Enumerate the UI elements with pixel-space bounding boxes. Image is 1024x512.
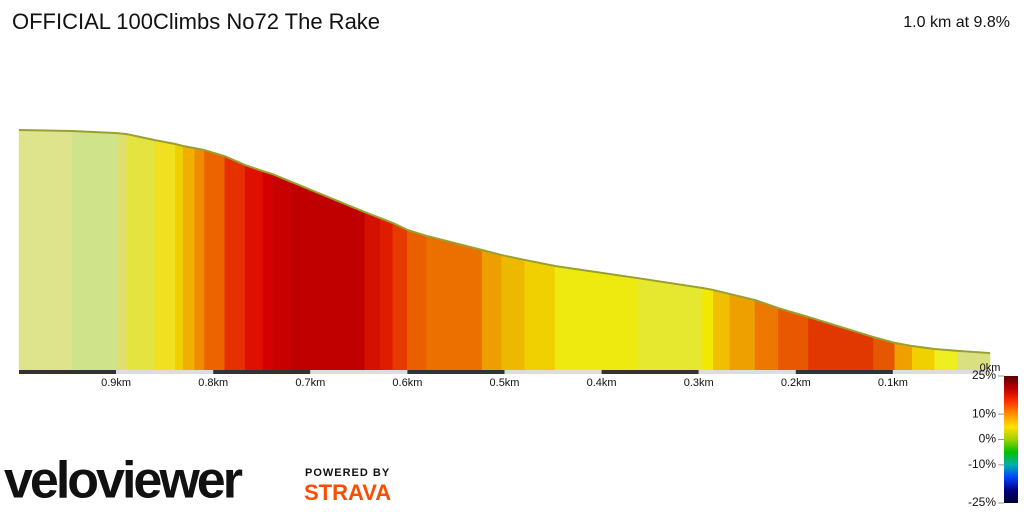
- x-tick-label: 0.4km: [587, 377, 617, 389]
- gradient-band: [729, 293, 756, 371]
- gradient-band: [426, 235, 483, 371]
- colorbar-label: 10%: [972, 406, 996, 420]
- powered-by: POWERED BY: [305, 467, 390, 479]
- x-tick-label: 0.8km: [198, 377, 228, 389]
- gradient-band: [894, 342, 913, 371]
- gradient-band: [364, 211, 381, 371]
- x-tick-label: 0.6km: [392, 377, 422, 389]
- x-tick-label: 0.7km: [295, 377, 325, 389]
- gradient-band: [194, 147, 205, 371]
- gradient-band: [501, 254, 526, 371]
- gradient-band: [524, 259, 556, 371]
- colorbar-label: -10%: [968, 457, 996, 471]
- gradient-band: [554, 265, 638, 371]
- gradient-band: [224, 155, 246, 371]
- gradient-band: [713, 289, 731, 371]
- gradient-band: [262, 170, 273, 371]
- gradient-band: [481, 249, 502, 371]
- gradient-band: [154, 139, 176, 371]
- gradient-band: [778, 307, 809, 371]
- gradient-band: [808, 316, 874, 371]
- colorbar-label: -25%: [968, 495, 996, 509]
- x-tick-label: 0.3km: [684, 377, 714, 389]
- chart-subtitle: 1.0 km at 9.8%: [903, 14, 1010, 31]
- gradient-band: [18, 129, 73, 371]
- gradient-band: [702, 287, 714, 371]
- gradient-band: [912, 345, 935, 371]
- strava-logo: STRAVA: [304, 480, 391, 505]
- gradient-band: [72, 130, 118, 371]
- x-tick-label: 0.5km: [490, 377, 520, 389]
- logo: veloviewer: [4, 452, 243, 510]
- gradient-band: [637, 277, 703, 371]
- gradient-band: [175, 143, 184, 371]
- gradient-band: [126, 133, 156, 371]
- x-tick-label: 0.2km: [781, 377, 811, 389]
- x-tick-label: 0.9km: [101, 377, 131, 389]
- gradient-band: [407, 229, 428, 371]
- gradient-band: [291, 181, 365, 371]
- gradient-band: [182, 145, 196, 371]
- colorbar: [1004, 376, 1018, 503]
- x-tick-label: 0.1km: [878, 377, 908, 389]
- gradient-band: [379, 217, 394, 371]
- colorbar-label: 25%: [972, 368, 996, 382]
- gradient-band: [116, 132, 128, 371]
- gradient-band: [392, 222, 408, 371]
- gradient-band: [934, 348, 959, 371]
- profile-line: [18, 129, 991, 355]
- gradient-band: [204, 149, 226, 371]
- chart-title: OFFICIAL 100Climbs No72 The Rake: [12, 9, 380, 34]
- gradient-band: [244, 164, 263, 371]
- colorbar-label: 0%: [979, 432, 997, 446]
- gradient-band: [754, 299, 779, 371]
- gradient-band: [272, 173, 293, 371]
- x-tick-label: 0km: [980, 362, 1001, 374]
